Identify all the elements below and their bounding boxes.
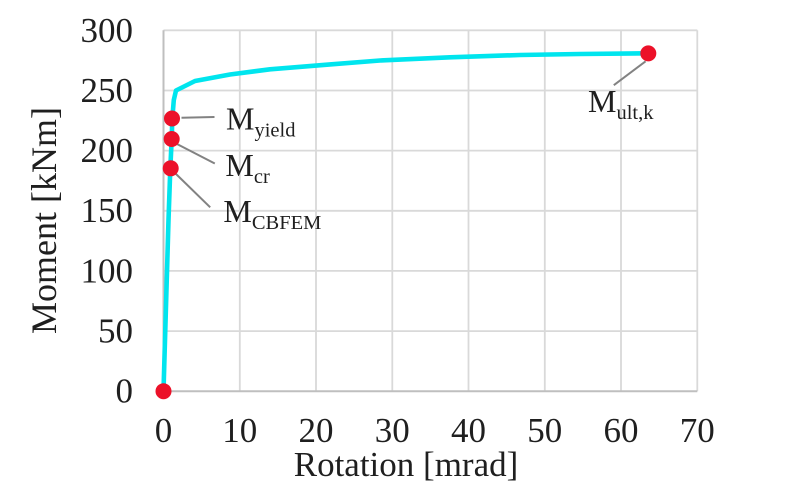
svg-text:50: 50 (98, 312, 133, 351)
svg-text:250: 250 (81, 71, 134, 110)
svg-text:30: 30 (375, 411, 410, 450)
svg-text:50: 50 (527, 411, 562, 450)
svg-text:60: 60 (604, 411, 639, 450)
svg-text:150: 150 (81, 191, 134, 230)
svg-text:MCBFEM: MCBFEM (223, 193, 321, 234)
svg-text:20: 20 (299, 411, 334, 450)
svg-text:70: 70 (680, 411, 715, 450)
svg-text:300: 300 (81, 11, 134, 50)
svg-text:40: 40 (451, 411, 486, 450)
svg-text:0: 0 (155, 411, 173, 450)
svg-text:Rotation [mrad]: Rotation [mrad] (294, 445, 519, 484)
svg-text:0: 0 (116, 372, 134, 411)
svg-text:Moment [kNm]: Moment [kNm] (24, 107, 64, 334)
svg-text:100: 100 (81, 251, 134, 290)
svg-text:10: 10 (222, 411, 257, 450)
svg-text:200: 200 (81, 131, 134, 170)
